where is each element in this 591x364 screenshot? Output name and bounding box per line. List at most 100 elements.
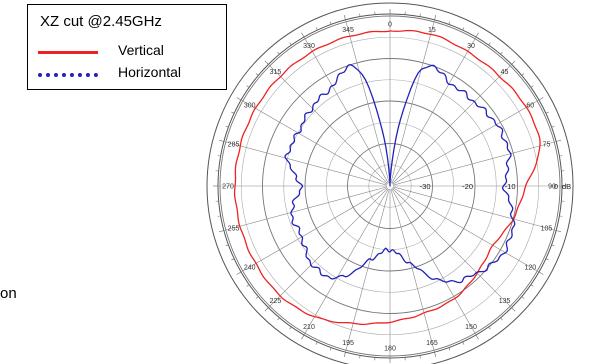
bezel-tick (559, 215, 563, 217)
angle-spoke (392, 188, 512, 308)
angle-spoke (223, 186, 387, 231)
bezel-tick (551, 244, 555, 247)
legend-swatch-vertical (38, 51, 98, 54)
angle-spoke (392, 99, 540, 185)
bezel-tick (236, 97, 242, 101)
legend-label-vertical: Vertical (118, 42, 164, 58)
bezel-tick (217, 155, 221, 157)
bezel-tick (289, 326, 292, 330)
radial-tick-label: -20 (462, 182, 473, 191)
bezel-tick (343, 352, 346, 358)
bezel-tick (264, 307, 269, 312)
bezel-tick (448, 21, 451, 25)
angle-tick-label: 315 (270, 69, 282, 76)
legend-entry-horizontal: Horizontal (28, 63, 226, 83)
bezel-tick (218, 230, 224, 233)
bezel-tick (255, 296, 259, 299)
bezel-tick (475, 334, 479, 340)
legend-swatch-horizontal (38, 73, 98, 77)
bezel-tick (264, 60, 269, 65)
bezel-tick (434, 14, 437, 20)
angle-spoke (390, 189, 435, 353)
bezel-tick (277, 51, 280, 55)
bezel-tick (236, 271, 242, 275)
bezel-tick (559, 155, 563, 157)
angle-tick-label: 300 (244, 103, 256, 110)
angle-spoke (390, 19, 435, 183)
bezel-tick (289, 42, 292, 46)
angle-spoke (392, 64, 512, 184)
angle-tick-label: 345 (342, 27, 354, 34)
angle-spoke (345, 189, 390, 353)
bezel-tick (343, 14, 346, 20)
bezel-tick (556, 139, 562, 142)
legend-entry-vertical: Vertical (28, 41, 226, 61)
angle-tick-label: 255 (228, 225, 240, 232)
angle-spoke (303, 36, 389, 184)
angle-spoke (268, 188, 388, 308)
angle-tick-label: 120 (524, 265, 536, 272)
bezel-tick (218, 139, 224, 142)
bezel-tick (545, 258, 549, 261)
series-line-vertical (233, 29, 541, 326)
bezel-tick (359, 355, 361, 359)
bezel-tick (511, 60, 516, 65)
bezel-tick (448, 347, 451, 351)
bezel-tick (500, 51, 503, 55)
bezel-tick (434, 352, 437, 358)
partial-caption-text: on (0, 285, 17, 302)
angle-tick-label: 90 (548, 184, 556, 191)
bezel-tick (538, 271, 544, 275)
bezel-tick (521, 296, 525, 299)
bezel-tick (488, 42, 491, 46)
bezel-tick (301, 334, 305, 340)
angle-spoke (268, 64, 388, 184)
radial-tick-label: 0 (554, 182, 558, 191)
bezel-tick (315, 27, 318, 31)
bezel-tick (359, 13, 361, 17)
angle-tick-label: 75 (543, 142, 551, 149)
bezel-tick (217, 215, 221, 217)
bezel-tick (556, 230, 562, 233)
bezel-tick (225, 244, 229, 247)
angle-tick-label: 165 (426, 340, 438, 347)
bezel-tick (419, 13, 421, 17)
bezel-tick (462, 27, 465, 31)
legend-label-horizontal: Horizontal (118, 64, 182, 80)
bezel-tick (255, 73, 259, 76)
legend-title: XZ cut @2.45GHz (40, 13, 162, 30)
bezel-tick (521, 73, 525, 76)
angle-spoke (393, 186, 557, 231)
polar-chart: 0 15 30 45 60 75 90 105 120 135 150 165 180 195 210 225… (206, 2, 574, 364)
angle-tick-label: 150 (465, 324, 477, 331)
angle-spoke (393, 141, 557, 186)
bezel-tick (277, 317, 280, 321)
angle-tick-label: 240 (244, 265, 256, 272)
series-line-horizontal (284, 64, 516, 284)
radial-tick-label: -30 (420, 182, 431, 191)
angle-tick-label: 330 (303, 43, 315, 50)
bezel-tick (475, 32, 479, 38)
angle-tick-label: 270 (222, 184, 234, 191)
angle-spoke (240, 187, 388, 273)
bezel-tick (301, 32, 305, 38)
bezel-tick (419, 355, 421, 359)
bezel-tick (500, 317, 503, 321)
angle-tick-label: 105 (541, 225, 553, 232)
angle-tick-label: 135 (499, 298, 511, 305)
bezel-tick (530, 85, 534, 88)
angle-spoke (345, 19, 390, 183)
angle-spoke (391, 188, 477, 336)
angle-spoke (240, 99, 388, 185)
radial-unit-label: dB (562, 182, 571, 191)
radial-tick-label: -10 (505, 182, 516, 191)
bezel-tick (231, 111, 235, 114)
angle-spoke (392, 187, 540, 273)
angle-tick-label: 210 (303, 324, 315, 331)
angle-tick-label: 60 (526, 103, 534, 110)
bezel-tick (329, 21, 332, 25)
angle-tick-label: 225 (270, 298, 282, 305)
bezel-tick (530, 284, 534, 287)
bezel-tick (488, 326, 491, 330)
bezel-tick (315, 341, 318, 345)
